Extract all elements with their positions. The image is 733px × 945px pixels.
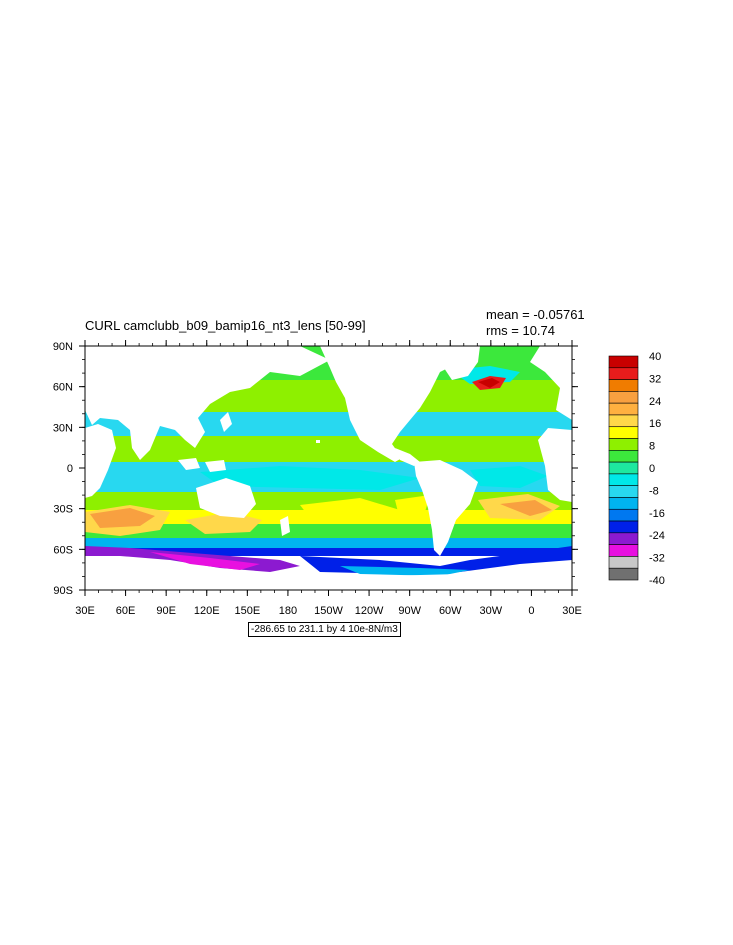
colorbar-label: 16 bbox=[649, 418, 661, 430]
colorbar-label: 24 bbox=[649, 396, 661, 408]
colorbar-labels: 40 32 24 16 8 0 -8 -16 -24 -32 -40 bbox=[649, 351, 665, 587]
lon-label: 120W bbox=[355, 605, 384, 617]
colorbar-swatch bbox=[608, 556, 639, 569]
colorbar-swatch bbox=[608, 461, 639, 475]
colorbar-swatch bbox=[608, 508, 639, 522]
colorbar-swatch bbox=[608, 485, 639, 498]
colorbar-swatch bbox=[608, 473, 639, 486]
colorbar-swatch bbox=[608, 520, 639, 534]
colorbar-swatch bbox=[608, 438, 639, 451]
colorbar bbox=[608, 355, 639, 581]
colorbar-label: 32 bbox=[649, 373, 661, 385]
lon-label: 120E bbox=[194, 605, 220, 617]
colorbar-swatch bbox=[608, 367, 639, 380]
longitude-labels: 30E 60E 90E 120E 150E 180 150W 120W 90W 60W 30W 0 30… bbox=[75, 605, 582, 617]
colorbar-label: -16 bbox=[649, 508, 665, 520]
mean-value: mean = -0.05761 bbox=[486, 307, 585, 322]
colorbar-swatch bbox=[608, 379, 639, 392]
rms-value: rms = 10.74 bbox=[486, 323, 556, 338]
colorbar-swatch bbox=[608, 414, 639, 428]
lon-label: 150W bbox=[314, 605, 343, 617]
colorbar-swatch bbox=[608, 497, 639, 510]
map-ticks bbox=[79, 340, 578, 596]
colorbar-label: -8 bbox=[649, 485, 659, 497]
contour-range-label: -286.65 to 231.1 by 4 10e-8N/m3 bbox=[248, 622, 401, 637]
plot-title: CURL camclubb_b09_bamip16_nt3_lens [50-9… bbox=[85, 318, 366, 333]
lat-label: 90S bbox=[53, 585, 73, 597]
lon-label: 30E bbox=[75, 605, 95, 617]
lat-label: 60N bbox=[53, 382, 73, 394]
colorbar-swatch bbox=[608, 544, 639, 557]
lon-label: 90E bbox=[156, 605, 176, 617]
colorbar-label: 8 bbox=[649, 441, 655, 453]
colorbar-label: 0 bbox=[649, 463, 655, 475]
lat-label: 30N bbox=[53, 422, 73, 434]
lon-label: 90W bbox=[398, 605, 421, 617]
colorbar-label: -24 bbox=[649, 530, 665, 542]
lat-label: 60S bbox=[53, 544, 73, 556]
colorbar-swatch bbox=[608, 532, 639, 545]
lat-label: 0 bbox=[67, 463, 73, 475]
colorbar-swatch bbox=[608, 426, 639, 439]
lat-label: 30S bbox=[53, 504, 73, 516]
colorbar-label: 40 bbox=[649, 351, 661, 363]
lon-label: 60W bbox=[439, 605, 462, 617]
colorbar-swatch bbox=[608, 567, 639, 581]
colorbar-swatch bbox=[608, 450, 639, 463]
colorbar-swatch bbox=[608, 402, 639, 416]
colorbar-label: -40 bbox=[649, 575, 665, 587]
colorbar-label: -32 bbox=[649, 553, 665, 565]
lat-label: 90N bbox=[53, 341, 73, 353]
latitude-labels: 90N 60N 30N 0 30S 60S 90S bbox=[53, 341, 73, 597]
colorbar-swatch bbox=[608, 355, 639, 369]
lon-label: 180 bbox=[279, 605, 297, 617]
lon-label: 60E bbox=[116, 605, 136, 617]
map-field bbox=[85, 346, 572, 590]
lon-label: 30W bbox=[480, 605, 503, 617]
lon-label: 150E bbox=[234, 605, 260, 617]
lon-label: 30E bbox=[562, 605, 582, 617]
lon-label: 0 bbox=[528, 605, 534, 617]
colorbar-swatch bbox=[608, 391, 639, 404]
